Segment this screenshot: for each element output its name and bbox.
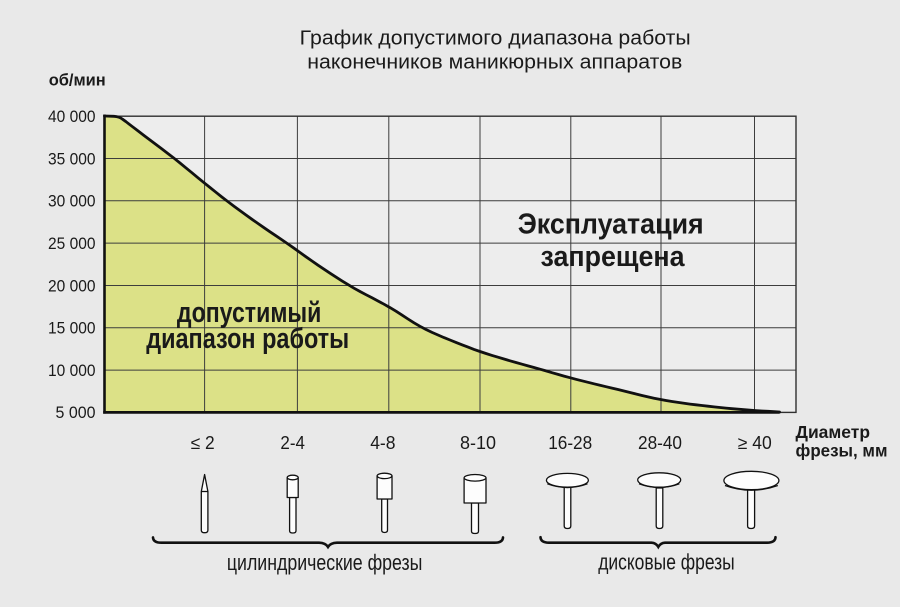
svg-text:10 000: 10 000: [48, 362, 96, 380]
svg-text:15 000: 15 000: [48, 320, 96, 338]
svg-text:28-40: 28-40: [638, 433, 682, 453]
svg-text:График допустимого диапазона р: График допустимого диапазона работы: [300, 26, 691, 49]
svg-text:запрещена: запрещена: [541, 241, 686, 273]
svg-text:20 000: 20 000: [48, 277, 96, 295]
svg-text:цилиндрические фрезы: цилиндрические фрезы: [227, 550, 423, 575]
svg-text:диапазон работы: диапазон работы: [146, 323, 349, 355]
svg-text:5 000: 5 000: [56, 404, 96, 422]
svg-text:≤ 2: ≤ 2: [191, 433, 215, 453]
svg-text:Диаметр: Диаметр: [796, 422, 871, 442]
svg-text:2-4: 2-4: [280, 433, 305, 453]
svg-text:25 000: 25 000: [48, 235, 96, 253]
svg-text:об/мин: об/мин: [49, 71, 106, 90]
svg-text:Эксплуатация: Эксплуатация: [518, 209, 704, 241]
svg-text:40 000: 40 000: [48, 108, 96, 126]
svg-text:16-28: 16-28: [548, 433, 592, 453]
svg-text:≥ 40: ≥ 40: [738, 433, 772, 453]
svg-text:дисковые фрезы: дисковые фрезы: [598, 550, 735, 575]
svg-text:4-8: 4-8: [370, 433, 395, 453]
svg-text:фрезы, мм: фрезы, мм: [796, 441, 888, 461]
svg-text:наконечников маникюрных аппара: наконечников маникюрных аппаратов: [307, 51, 682, 74]
svg-text:допустимый: допустимый: [177, 297, 322, 329]
svg-text:30 000: 30 000: [48, 193, 96, 211]
svg-text:8-10: 8-10: [460, 433, 496, 453]
svg-text:35 000: 35 000: [48, 150, 96, 168]
